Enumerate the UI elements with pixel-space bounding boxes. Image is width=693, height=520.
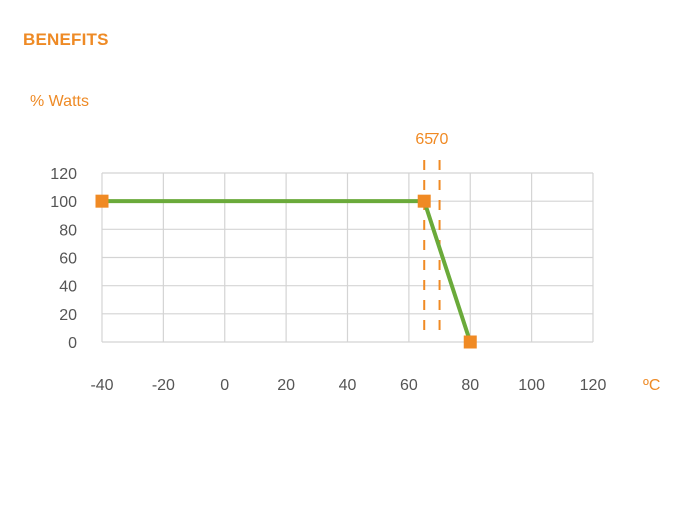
x-tick-label-4: 40 <box>339 377 357 394</box>
x-tick-label-7: 100 <box>518 377 545 394</box>
x-tick-labels: -40 -20 0 20 40 60 80 100 120 <box>90 377 606 394</box>
reference-label-65: 65 <box>415 131 433 148</box>
series-group <box>95 194 477 349</box>
x-axis-unit-label: ºC <box>643 377 660 394</box>
x-tick-label-8: 120 <box>580 377 607 394</box>
y-tick-label-2: 40 <box>59 279 77 296</box>
y-tick-label-5: 100 <box>50 194 77 211</box>
y-tick-label-4: 80 <box>59 222 77 239</box>
y-tick-labels: 0 20 40 60 80 100 120 <box>50 166 77 352</box>
x-tick-label-3: 20 <box>277 377 295 394</box>
data-point-0-2 <box>463 335 477 349</box>
data-point-0-0 <box>95 194 109 208</box>
reference-label-70: 70 <box>431 131 449 148</box>
x-tick-label-6: 80 <box>461 377 479 394</box>
section-heading: BENEFITS <box>23 30 109 49</box>
x-tick-label-0: -40 <box>90 377 113 394</box>
x-tick-label-5: 60 <box>400 377 418 394</box>
y-tick-label-1: 20 <box>59 307 77 324</box>
data-point-0-1 <box>417 194 431 208</box>
y-tick-label-3: 60 <box>59 251 77 268</box>
x-tick-label-1: -20 <box>152 377 175 394</box>
y-axis-label: % Watts <box>30 93 89 110</box>
grid-lines <box>101 172 594 343</box>
y-tick-label-0: 0 <box>68 335 77 352</box>
x-tick-label-2: 0 <box>220 377 229 394</box>
y-tick-label-6: 120 <box>50 166 77 183</box>
